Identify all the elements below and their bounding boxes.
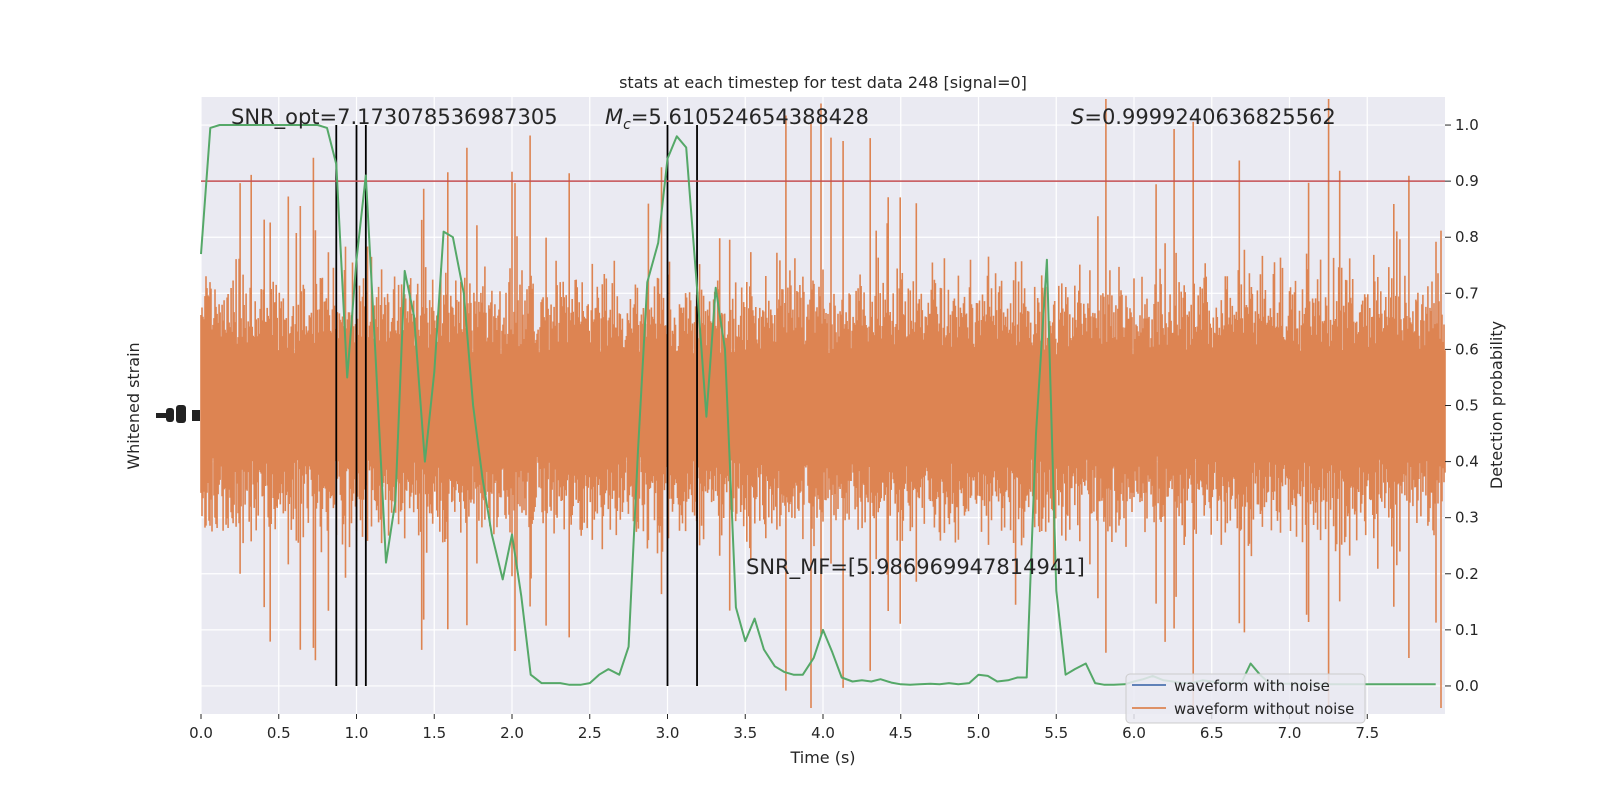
y-tick-label: 0.3 xyxy=(1455,509,1479,527)
snr-mf-annotation: SNR_MF=[5.986969947814941] xyxy=(746,555,1085,580)
x-tick-label: 1.5 xyxy=(422,724,446,742)
y-tick-label: 1.0 xyxy=(1455,116,1479,134)
s-value: =0.9999240636825562 xyxy=(1084,105,1335,129)
x-tick-label: 0.0 xyxy=(189,724,213,742)
x-tick-label: 4.5 xyxy=(889,724,913,742)
y-tick-labels: 0.0 0.1 0.2 0.3 0.4 0.5 0.6 0.7 0.8 0.9 1.0 xyxy=(1445,116,1479,695)
s-symbol: S xyxy=(1071,105,1084,129)
y-tick-label: 0.0 xyxy=(1455,677,1479,695)
mc-value: =5.610524654388428 xyxy=(631,105,869,129)
waveform-without-noise-line xyxy=(200,99,1446,708)
x-tick-label: 0.5 xyxy=(267,724,291,742)
x-axis-label: Time (s) xyxy=(789,748,855,767)
x-tick-labels: 0.0 0.5 1.0 1.5 2.0 2.5 3.0 3.5 4.0 4.5 5.0 5.5 6.0 6… xyxy=(189,714,1379,742)
y-tick-label: 0.7 xyxy=(1455,284,1479,302)
y-tick-label: 0.9 xyxy=(1455,172,1479,190)
mc-subscript: c xyxy=(623,117,631,133)
x-tick-label: 2.0 xyxy=(500,724,524,742)
x-tick-label: 6.0 xyxy=(1122,724,1146,742)
x-tick-label: 7.0 xyxy=(1278,724,1302,742)
x-tick-label: 4.0 xyxy=(811,724,835,742)
x-tick-label: 1.0 xyxy=(345,724,369,742)
vertical-lines xyxy=(335,125,698,686)
x-tick-label: 2.5 xyxy=(578,724,602,742)
left-axis-ticks xyxy=(156,405,200,423)
chirp-mass-annotation: Mc=5.610524654388428 xyxy=(605,105,869,133)
y-tick-label: 0.6 xyxy=(1455,340,1479,358)
x-tick-label: 3.5 xyxy=(733,724,757,742)
x-tick-label: 5.5 xyxy=(1044,724,1068,742)
legend-box xyxy=(1125,673,1366,724)
x-tick-label: 7.5 xyxy=(1355,724,1379,742)
chart-title: stats at each timestep for test data 248… xyxy=(619,73,1027,92)
y-tick-label: 0.4 xyxy=(1455,453,1479,471)
x-tick-label: 6.5 xyxy=(1200,724,1224,742)
y-axis-label-right: Detection probability xyxy=(1487,321,1506,489)
strain-series xyxy=(200,99,1446,708)
y-tick-label: 0.5 xyxy=(1455,397,1479,415)
y-axis-label-left: Whitened strain xyxy=(124,342,143,469)
y-tick-label: 0.1 xyxy=(1455,621,1479,639)
x-tick-label: 3.0 xyxy=(656,724,680,742)
legend-label-without-noise: waveform without noise xyxy=(1174,700,1354,718)
snr-opt-annotation: SNR_opt=7.173078536987305 xyxy=(231,105,558,130)
score-annotation: S=0.9999240636825562 xyxy=(1071,105,1336,129)
x-tick-label: 5.0 xyxy=(967,724,991,742)
y-tick-label: 0.2 xyxy=(1455,565,1479,583)
legend-label-with-noise: waveform with noise xyxy=(1174,677,1330,695)
legend: waveform with noise waveform without noi… xyxy=(1125,673,1366,724)
mc-symbol: M xyxy=(605,105,623,129)
y-tick-label: 0.8 xyxy=(1455,228,1479,246)
